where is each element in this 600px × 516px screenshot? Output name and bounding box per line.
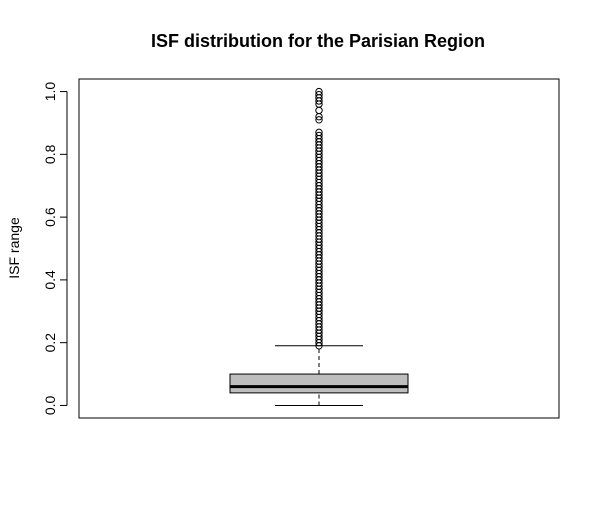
plot-frame [78, 78, 560, 419]
y-tick-label: 0.8 [42, 144, 58, 164]
y-tick-label: 0.0 [42, 396, 58, 416]
y-tick-label: 0.4 [42, 270, 58, 290]
y-axis-label: ISF range [6, 217, 22, 279]
outlier-points [315, 87, 323, 350]
y-tick-label: 0.2 [42, 333, 58, 353]
outlier-point [315, 116, 323, 124]
outlier-point [315, 128, 323, 137]
iqr-box [229, 373, 409, 394]
outlier-point [315, 87, 323, 96]
y-tick-label: 1.0 [42, 82, 58, 102]
y-axis: 0.0 0.2 0.4 0.6 0.8 1.0 [42, 82, 68, 416]
chart-title: ISF distribution for the Parisian Region [151, 31, 485, 51]
outlier-point [315, 90, 323, 99]
outlier-point [315, 131, 323, 140]
outlier-point [315, 106, 323, 115]
boxplot [229, 345, 409, 406]
y-tick-label: 0.6 [42, 207, 58, 227]
